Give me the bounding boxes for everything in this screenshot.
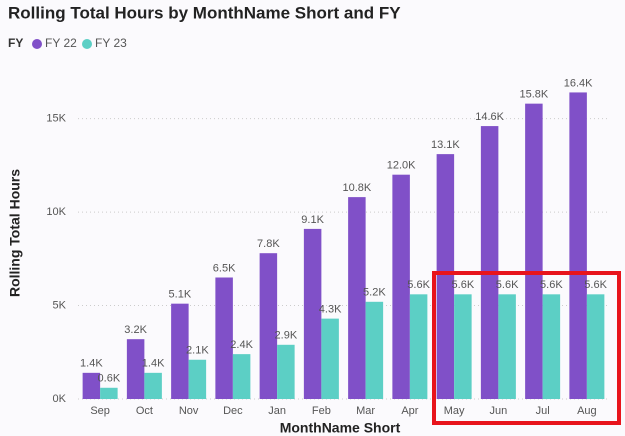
- value-label: 5.6K: [496, 279, 519, 291]
- bar: [498, 294, 516, 399]
- x-tick-label: Sep: [90, 405, 110, 417]
- bar: [100, 387, 118, 399]
- bar: [277, 344, 295, 399]
- bar: [586, 294, 605, 399]
- bar: [232, 354, 251, 399]
- value-label: 5.6K: [584, 279, 607, 291]
- bar: [454, 294, 472, 399]
- bar: [436, 154, 455, 399]
- value-label: 2.4K: [230, 339, 253, 351]
- bar: [303, 228, 322, 399]
- legend-marker: [82, 39, 92, 49]
- bar: [188, 359, 207, 399]
- x-tick-label: Aug: [577, 405, 597, 417]
- value-label: 6.5K: [213, 262, 236, 274]
- y-tick-label: 0K: [53, 393, 67, 405]
- legend-marker: [32, 39, 42, 49]
- x-tick-label: Mar: [356, 405, 375, 417]
- value-label: 5.6K: [452, 279, 475, 291]
- bar: [542, 294, 561, 399]
- y-tick-label: 15K: [46, 113, 66, 125]
- y-axis-title: Rolling Total Hours: [7, 169, 23, 297]
- y-tick-label: 5K: [53, 299, 67, 311]
- bar: [392, 174, 410, 399]
- legend-title: FY: [8, 36, 23, 50]
- value-label: 10.8K: [343, 182, 372, 194]
- bar: [348, 197, 366, 399]
- value-label: 2.9K: [275, 330, 298, 342]
- value-label: 3.2K: [124, 324, 147, 336]
- value-label: 5.2K: [363, 287, 386, 299]
- chart-title: Rolling Total Hours by MonthName Short a…: [8, 3, 401, 22]
- bar: [259, 253, 278, 399]
- x-tick-label: Dec: [223, 405, 243, 417]
- plot-area: 0K 5K 10K 15K FY 22 FY 23 Sep 1.4K 0.6K Oct 3.2K 1.…: [32, 36, 609, 417]
- x-tick-label: Nov: [179, 405, 199, 417]
- value-label: 5.6K: [540, 279, 563, 291]
- value-label: 1.4K: [80, 358, 103, 370]
- bar: [144, 372, 162, 399]
- value-label: 9.1K: [301, 214, 324, 226]
- bar: [82, 372, 101, 399]
- bar: [365, 301, 384, 399]
- x-tick-label: Oct: [136, 405, 153, 417]
- y-tick-label: 10K: [46, 206, 66, 218]
- bar: [480, 126, 499, 400]
- value-label: 1.4K: [142, 358, 165, 370]
- x-tick-label: May: [444, 405, 465, 417]
- bar: [569, 92, 587, 399]
- bar: [525, 103, 543, 399]
- x-axis-title: MonthName Short: [280, 420, 401, 436]
- legend-label: FY 22: [45, 36, 77, 50]
- legend-label: FY 23: [95, 36, 127, 50]
- bar: [171, 303, 189, 399]
- bar: [215, 277, 233, 399]
- bar: [409, 294, 428, 399]
- x-tick-label: Jul: [536, 405, 550, 417]
- bar: [126, 339, 145, 399]
- value-label: 0.6K: [98, 373, 121, 385]
- value-label: 4.3K: [319, 304, 342, 316]
- value-label: 2.1K: [186, 345, 209, 357]
- value-label: 13.1K: [431, 139, 460, 151]
- highlight-box: [432, 271, 621, 425]
- value-label: 7.8K: [257, 238, 280, 250]
- value-label: 15.8K: [520, 89, 549, 101]
- x-tick-label: Apr: [401, 405, 418, 417]
- bar: [321, 318, 339, 399]
- value-label: 14.6K: [475, 111, 504, 123]
- x-tick-label: Feb: [312, 405, 331, 417]
- x-tick-label: Jan: [268, 405, 286, 417]
- value-label: 16.4K: [564, 77, 593, 89]
- value-label: 5.1K: [169, 289, 192, 301]
- value-label: 12.0K: [387, 160, 416, 172]
- x-tick-label: Jun: [490, 405, 508, 417]
- value-label: 5.6K: [407, 279, 430, 291]
